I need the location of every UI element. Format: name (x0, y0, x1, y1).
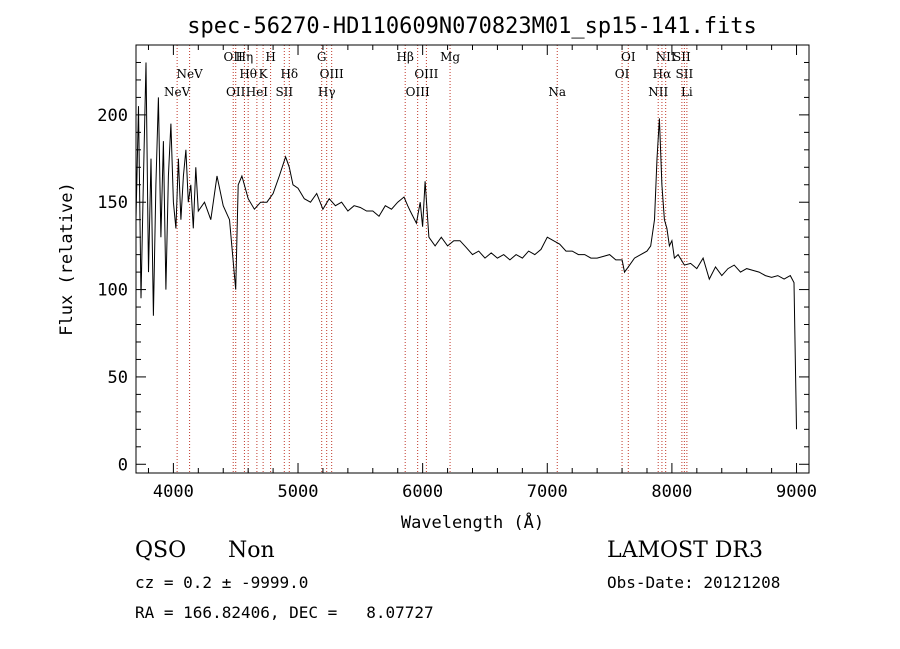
line-label: Na (548, 85, 566, 99)
line-label: H (265, 50, 275, 64)
series-line-spectrum (135, 62, 797, 430)
line-label: Li (681, 85, 693, 99)
x-tick-label: 8000 (651, 482, 692, 502)
x-tick-label: 7000 (527, 482, 568, 502)
line-markers (176, 45, 688, 473)
line-label: Hγ (318, 85, 336, 99)
line-label: NII (656, 50, 676, 64)
line-label: SII (673, 50, 691, 64)
line-labels: NeVNeVOIIOIIHηHθHeIKHSIIHδGHγOIIIHβOIIIO… (164, 50, 693, 99)
x-tick-label: 5000 (278, 482, 319, 502)
redshift-readout: cz = 0.2 ± -9999.0 (135, 573, 309, 592)
object-class: QSO (135, 538, 187, 563)
y-tick-label: 100 (97, 281, 128, 301)
x-tick-label: 4000 (153, 482, 194, 502)
survey-name: LAMOST DR3 (607, 538, 763, 563)
line-label: Hδ (280, 67, 298, 81)
line-label: NeV (176, 67, 203, 81)
line-label: OIII (406, 85, 430, 99)
line-label: Hη (236, 50, 254, 64)
x-tick-label: 6000 (402, 482, 443, 502)
y-tick-label: 50 (108, 368, 128, 388)
x-tick-label: 9000 (776, 482, 817, 502)
obs-date: Obs-Date: 20121208 (607, 573, 781, 592)
axis-ticks: 4000 5000 6000 7000 8000 9000 0 50 100 150 200 (97, 44, 817, 502)
y-tick-label: 200 (97, 106, 128, 126)
line-label: Hθ (239, 67, 257, 81)
line-label: Mg (440, 50, 460, 64)
line-label: G (317, 50, 327, 64)
line-label: Hα (653, 67, 672, 81)
line-label: NII (648, 85, 668, 99)
line-label: HeI (246, 85, 269, 99)
line-label: NeV (164, 85, 191, 99)
y-axis-label: Flux (relative) (57, 182, 77, 336)
y-tick-label: 0 (118, 455, 128, 475)
line-label: OIII (414, 67, 438, 81)
line-label: K (259, 67, 269, 81)
line-label: SII (676, 67, 694, 81)
line-label: Hβ (396, 50, 413, 64)
line-label: OI (621, 50, 636, 64)
coordinates-readout: RA = 166.82406, DEC = 8.07727 (135, 603, 434, 622)
line-label: OIII (320, 67, 344, 81)
line-label: SII (275, 85, 293, 99)
object-subclass: Non (228, 538, 275, 563)
x-axis-label: Wavelength (Å) (401, 511, 544, 533)
chart-title: spec-56270-HD110609N070823M01_sp15-141.f… (187, 14, 757, 39)
line-label: OII (226, 85, 246, 99)
y-tick-label: 150 (97, 193, 128, 213)
line-label: OI (615, 67, 630, 81)
plot-frame (135, 44, 810, 474)
line-label: OII (224, 50, 244, 64)
